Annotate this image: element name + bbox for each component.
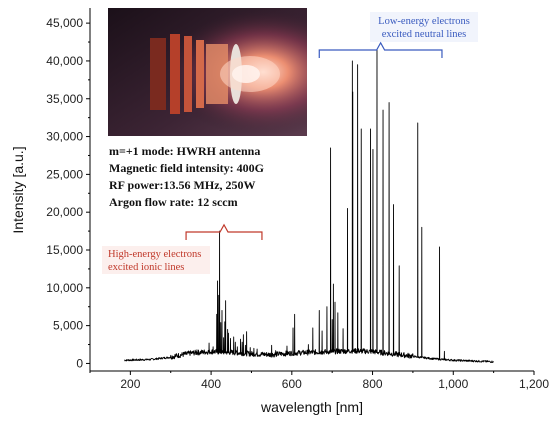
- y-tick-label: 20,000: [46, 205, 83, 219]
- annotation-neutral-lines: Low-energy electrons excited neutral lin…: [318, 12, 478, 58]
- y-tick-label: 25,000: [46, 167, 83, 181]
- y-axis-title: Intensity [a.u.]: [10, 146, 26, 233]
- x-tick-label: 200: [120, 377, 140, 391]
- x-tick-label: 400: [201, 377, 221, 391]
- antenna-coil-icon: [150, 38, 166, 110]
- x-tick-label: 1,000: [438, 377, 468, 391]
- x-tick-label: 600: [282, 377, 302, 391]
- annotation-brace: [185, 223, 263, 240]
- annotation-text: Low-energy electrons: [378, 16, 470, 27]
- annotation-text: High-energy electrons: [108, 249, 201, 260]
- annotation-text: excited ionic lines: [108, 262, 184, 273]
- y-axis-ticks: 0 5,000 10,000 15,000 20,000 25,000 30,000 35,0…: [46, 16, 90, 370]
- annotation-brace: [318, 41, 443, 58]
- x-axis-title: wavelength [nm]: [260, 399, 363, 415]
- x-axis-ticks: 200 400 600 800 1,000 1,200: [89, 371, 549, 391]
- y-tick-label: 5,000: [53, 319, 83, 333]
- info-line: RF power:13.56 MHz, 250W: [109, 178, 256, 192]
- y-tick-label: 0: [76, 356, 83, 370]
- info-line: Magnetic field intensity: 400G: [109, 161, 264, 175]
- y-tick-label: 40,000: [46, 54, 83, 68]
- y-tick-label: 45,000: [46, 16, 83, 30]
- y-tick-label: 30,000: [46, 130, 83, 144]
- info-line: m=+1 mode: HWRH antenna: [109, 144, 260, 158]
- spectrum-series-line: [124, 49, 494, 363]
- info-line: Argon flow rate: 12 sccm: [109, 195, 238, 209]
- annotation-ionic-lines: High-energy electrons excited ionic line…: [102, 223, 263, 274]
- y-tick-label: 10,000: [46, 281, 83, 295]
- x-tick-label: 800: [363, 377, 383, 391]
- plasma-photo: [108, 8, 307, 136]
- annotation-text: excited neutral lines: [382, 29, 467, 40]
- y-tick-label: 35,000: [46, 92, 83, 106]
- experiment-info: m=+1 mode: HWRH antenna Magnetic field i…: [109, 144, 264, 209]
- x-tick-label: 1,200: [519, 377, 549, 391]
- y-tick-label: 15,000: [46, 243, 83, 257]
